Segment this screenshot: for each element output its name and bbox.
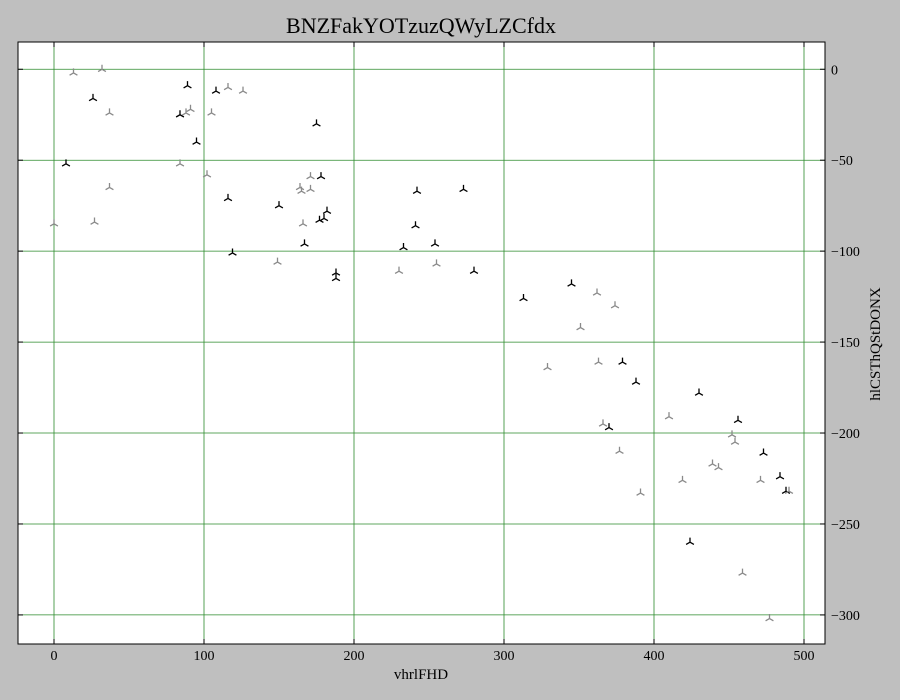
x-axis-ticks: 0 100 200 300 400 500 bbox=[51, 42, 815, 664]
data-point bbox=[238, 86, 248, 94]
data-point bbox=[105, 108, 114, 116]
y-axis-ticks: 0 −50 −100 −150 −200 −250 −300 bbox=[18, 63, 860, 624]
data-point bbox=[300, 239, 309, 247]
data-point bbox=[636, 488, 645, 496]
data-point bbox=[576, 323, 585, 331]
data-point bbox=[298, 219, 308, 227]
data-point bbox=[459, 184, 468, 193]
data-point bbox=[727, 430, 737, 438]
data-point bbox=[631, 377, 641, 385]
data-point bbox=[412, 186, 422, 194]
y-tick-label: −300 bbox=[831, 609, 860, 624]
y-tick-label: −50 bbox=[831, 154, 853, 169]
data-point bbox=[181, 108, 191, 116]
data-point bbox=[604, 423, 614, 431]
data-point bbox=[543, 363, 552, 371]
data-point bbox=[598, 419, 608, 427]
x-tick-label: 0 bbox=[51, 649, 58, 664]
data-point bbox=[469, 266, 479, 274]
data-point bbox=[714, 463, 723, 471]
data-point bbox=[186, 104, 195, 113]
data-point bbox=[274, 201, 284, 209]
data-point bbox=[685, 537, 695, 545]
data-point bbox=[192, 137, 201, 145]
data-point bbox=[399, 243, 408, 251]
data-point bbox=[678, 475, 687, 484]
data-point bbox=[105, 182, 114, 191]
data-point bbox=[306, 184, 315, 193]
data-point bbox=[88, 93, 98, 102]
grid-lines bbox=[18, 42, 825, 644]
y-tick-label: −100 bbox=[831, 245, 860, 260]
y-axis-label: hlCSThQStDONX bbox=[868, 287, 884, 401]
plot-area bbox=[18, 42, 825, 644]
x-axis-label: vhrlFHD bbox=[394, 667, 448, 683]
data-point bbox=[708, 459, 717, 467]
x-tick-label: 300 bbox=[494, 649, 515, 664]
x-tick-label: 100 bbox=[194, 649, 215, 664]
data-point bbox=[618, 357, 627, 365]
data-point bbox=[733, 415, 743, 424]
data-point bbox=[69, 68, 78, 76]
data-point bbox=[228, 248, 237, 256]
data-point bbox=[223, 193, 233, 202]
data-point bbox=[331, 273, 341, 282]
data-point bbox=[784, 486, 794, 495]
x-tick-label: 500 bbox=[794, 649, 815, 664]
y-tick-label: −150 bbox=[831, 336, 860, 351]
data-point bbox=[664, 412, 674, 420]
data-point bbox=[183, 81, 192, 89]
data-point bbox=[306, 172, 315, 180]
data-point bbox=[202, 170, 212, 178]
data-point bbox=[592, 288, 602, 296]
data-point bbox=[615, 446, 624, 455]
data-point bbox=[765, 614, 774, 622]
data-point bbox=[319, 213, 329, 222]
data-point bbox=[430, 239, 440, 247]
data-point bbox=[694, 388, 704, 396]
data-point bbox=[211, 86, 221, 94]
data-point bbox=[49, 219, 59, 227]
data-point bbox=[730, 437, 740, 445]
data-point bbox=[411, 221, 420, 229]
x-tick-label: 200 bbox=[344, 649, 365, 664]
data-point bbox=[594, 357, 603, 365]
data-point bbox=[759, 448, 768, 456]
data-point bbox=[297, 186, 306, 194]
data-point bbox=[207, 108, 216, 116]
data-point bbox=[775, 472, 785, 480]
data-point bbox=[322, 206, 332, 214]
chart-title: BNZFakYOTzuzQWyLZCfdx bbox=[286, 13, 556, 38]
data-point bbox=[519, 293, 528, 302]
data-point bbox=[394, 266, 404, 274]
data-point bbox=[756, 475, 765, 484]
data-point bbox=[273, 257, 282, 265]
data-point bbox=[175, 159, 185, 167]
plot-frame bbox=[17, 41, 826, 645]
data-point bbox=[738, 568, 747, 576]
data-point bbox=[331, 268, 341, 276]
data-point bbox=[175, 110, 185, 118]
data-points bbox=[49, 64, 794, 622]
y-tick-label: −250 bbox=[831, 518, 860, 533]
data-point bbox=[432, 259, 441, 267]
data-point bbox=[610, 301, 620, 309]
data-point bbox=[97, 64, 107, 73]
y-tick-label: −200 bbox=[831, 427, 860, 442]
x-tick-label: 400 bbox=[644, 649, 665, 664]
data-point bbox=[316, 172, 326, 180]
data-point bbox=[567, 279, 576, 287]
data-point bbox=[312, 119, 321, 127]
data-point bbox=[223, 82, 233, 91]
data-point bbox=[61, 159, 71, 167]
y-tick-label: 0 bbox=[831, 63, 838, 78]
data-point bbox=[90, 217, 99, 225]
